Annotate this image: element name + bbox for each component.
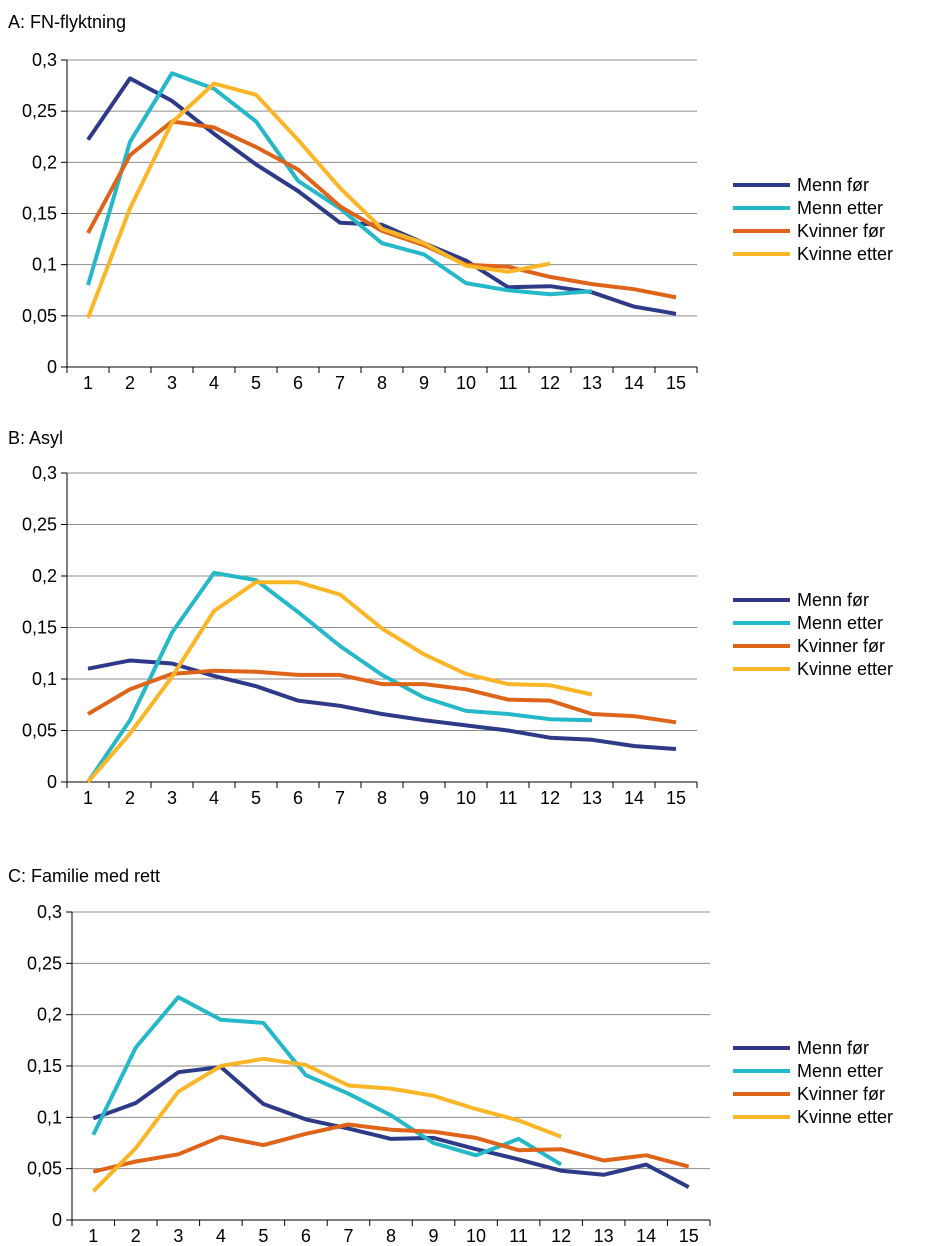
legend-label: Menn før [797,590,869,610]
legend-label: Kvinne etter [797,1107,893,1127]
series-line-3 [86,119,677,300]
legend-label: Menn før [797,1038,869,1058]
x-tick-label: 15 [666,788,686,808]
x-tick-label: 2 [125,373,135,393]
legend-label: Kvinne etter [797,659,893,679]
legend-label: Menn før [797,175,869,195]
y-tick-label: 0 [47,357,57,377]
x-tick-label: 14 [624,373,644,393]
y-tick-label: 0,15 [27,1056,62,1076]
x-tick-label: 6 [293,373,303,393]
x-tick-label: 11 [509,1226,528,1246]
x-tick-label: 4 [209,373,219,393]
x-tick-label: 3 [173,1226,183,1246]
chart-title: C: Familie med rett [8,866,160,886]
y-tick-label: 0,15 [22,618,57,638]
x-tick-label: 3 [167,788,177,808]
chart-panel-3: C: Familie med rett 0 0,05 0,1 0,15 0,2 0,25 0,… [8,866,893,1246]
legend-label: Menn etter [797,613,883,633]
x-tick-label: 5 [251,788,261,808]
x-tick-label: 10 [456,373,476,393]
y-tick-label: 0,25 [27,953,62,973]
x-tick-label: 1 [83,788,93,808]
y-tick-label: 0,05 [22,306,57,326]
series-line-1 [92,1065,690,1189]
x-tick-label: 8 [386,1226,396,1246]
x-tick-label: 3 [167,373,177,393]
series-line-3 [86,668,677,725]
x-tick-label: 9 [419,373,429,393]
x-tick-label: 10 [466,1226,486,1246]
y-tick-label: 0,25 [22,101,57,121]
y-tick-label: 0,25 [22,515,57,535]
x-tick-label: 4 [216,1226,226,1246]
x-tick-label: 7 [335,373,345,393]
x-tick-label: 9 [419,788,429,808]
y-tick-label: 0,1 [32,669,57,689]
y-tick-label: 0,2 [32,152,57,172]
x-tick-label: 2 [131,1226,141,1246]
x-tick-label: 5 [251,373,261,393]
y-tick-label: 0,3 [32,50,57,70]
legend-label: Kvinne etter [797,244,893,264]
x-tick-label: 8 [377,373,387,393]
series-line-2 [86,71,593,297]
x-tick-label: 12 [551,1226,571,1246]
x-tick-label: 2 [125,788,135,808]
y-tick-label: 0,15 [22,204,57,224]
y-tick-label: 0,3 [32,463,57,483]
y-tick-label: 0,3 [37,902,62,922]
y-tick-label: 0,1 [37,1107,62,1127]
x-tick-label: 11 [499,373,518,393]
chart-title: A: FN-flyktning [8,12,126,32]
series-line-2 [86,570,593,784]
legend-label: Kvinner før [797,636,885,656]
x-tick-label: 14 [636,1226,656,1246]
x-tick-label: 6 [301,1226,311,1246]
series-line-4 [91,1056,562,1193]
series-line-4 [86,580,593,784]
legend-label: Menn etter [797,198,883,218]
y-tick-label: 0,2 [37,1005,62,1025]
x-tick-label: 12 [540,788,560,808]
y-tick-label: 0,1 [32,255,57,275]
x-tick-label: 7 [343,1226,353,1246]
x-tick-label: 1 [88,1226,98,1246]
legend-label: Kvinner før [797,221,885,241]
y-tick-label: 0,05 [27,1159,62,1179]
x-tick-label: 6 [293,788,303,808]
x-tick-label: 13 [582,373,602,393]
y-tick-label: 0,2 [32,566,57,586]
x-tick-label: 14 [624,788,644,808]
legend-label: Menn etter [797,1061,883,1081]
x-tick-label: 13 [582,788,602,808]
y-tick-label: 0 [52,1210,62,1230]
series-line-1 [86,76,677,316]
x-tick-label: 12 [540,373,560,393]
series-line-2 [91,995,563,1167]
y-tick-label: 0 [47,772,57,792]
chart-title: B: Asyl [8,428,63,448]
series-line-3 [92,1122,690,1174]
y-tick-label: 0,05 [22,721,57,741]
x-tick-label: 5 [258,1226,268,1246]
series-line-1 [87,658,677,751]
x-tick-label: 8 [377,788,387,808]
x-tick-label: 7 [335,788,345,808]
x-tick-label: 10 [456,788,476,808]
x-tick-label: 13 [594,1226,614,1246]
series-line-4 [86,81,551,319]
x-tick-label: 15 [679,1226,699,1246]
x-tick-label: 9 [429,1226,439,1246]
x-tick-label: 15 [666,373,686,393]
x-tick-label: 4 [209,788,219,808]
x-tick-label: 1 [83,373,93,393]
legend-label: Kvinner før [797,1084,885,1104]
x-tick-label: 11 [499,788,518,808]
